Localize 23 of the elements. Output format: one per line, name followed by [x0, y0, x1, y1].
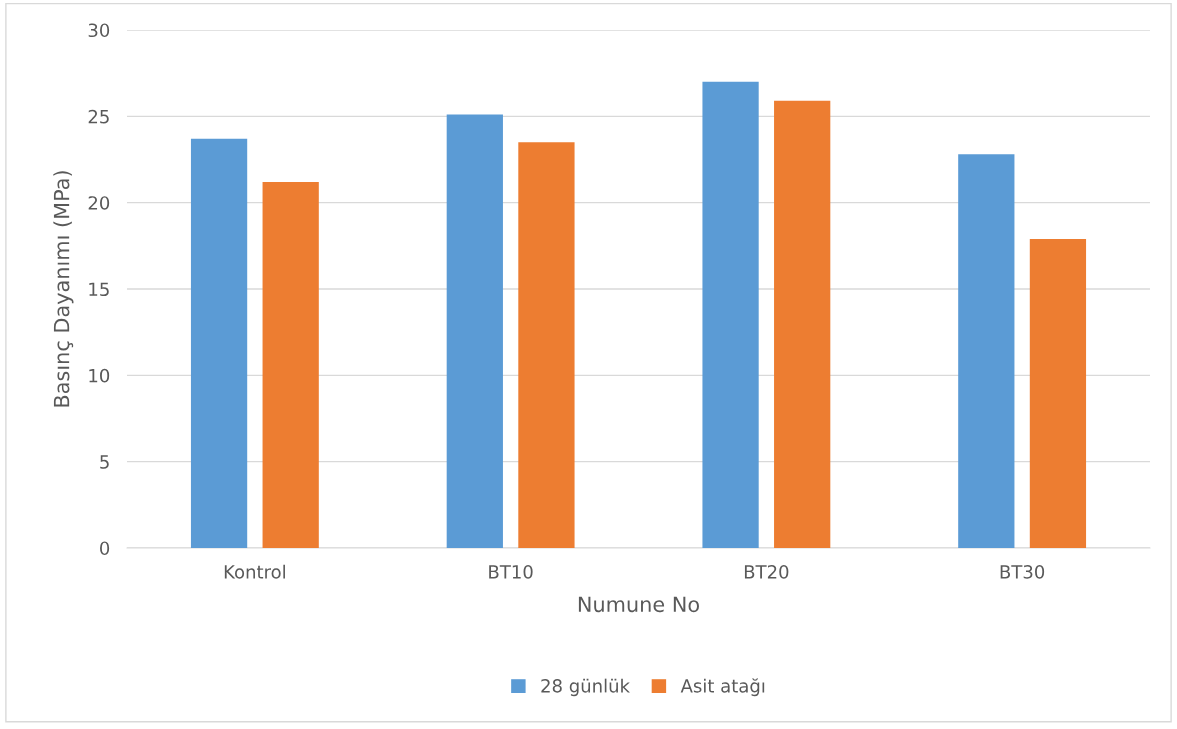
y-axis-title: Basınç Dayanımı (MPa) [53, 171, 74, 407]
bar [518, 142, 575, 548]
bar [190, 138, 248, 548]
y-tick-label: 15 [89, 282, 109, 297]
bar [774, 100, 831, 548]
bar [446, 114, 503, 548]
legend-label: Asit atağı [680, 678, 765, 697]
x-tick-label: BT10 [489, 564, 533, 579]
y-tick-label: 0 [100, 541, 110, 556]
y-tick-label: 5 [100, 455, 109, 469]
x-tick-label: BT20 [744, 564, 789, 579]
y-tick-label: 20 [88, 196, 110, 210]
x-tick-label: BT30 [1000, 564, 1045, 579]
x-axis-title: Numune No [578, 596, 699, 613]
y-tick-label: 10 [89, 368, 110, 383]
y-tick-label: 25 [88, 109, 109, 124]
bar [958, 154, 1015, 548]
bar [702, 81, 759, 548]
y-tick-label: 30 [88, 23, 110, 38]
x-tick-label: Kontrol [224, 564, 285, 579]
bar [1029, 238, 1087, 548]
bar [262, 181, 319, 548]
legend-label: 28 günlük [541, 678, 630, 697]
